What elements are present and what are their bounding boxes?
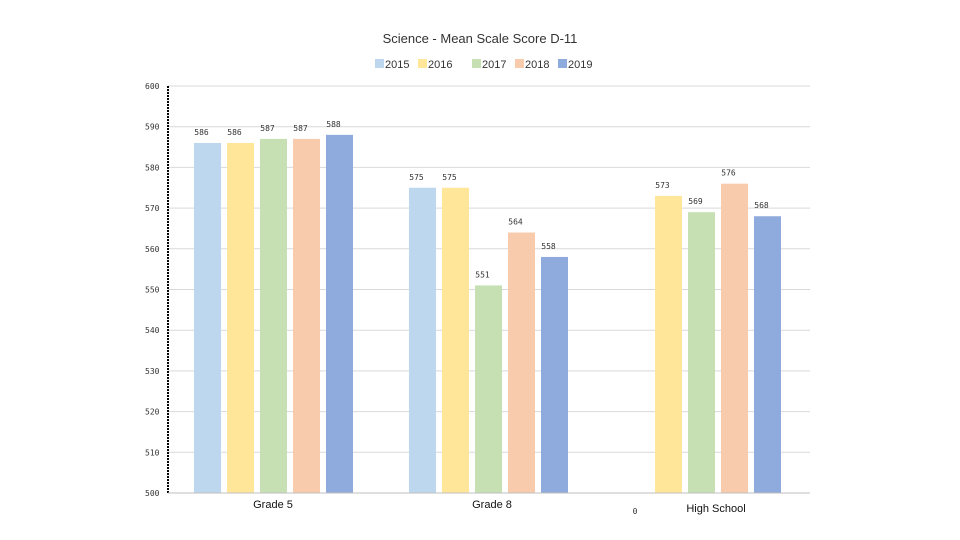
bar-grade-5-2015 <box>194 142 221 494</box>
y-axis: 500 510 520 530 540 550 560 570 580 590 600 <box>145 82 169 498</box>
legend-label-2016: 2016 <box>428 59 452 71</box>
bar-grade-5-2017 <box>260 138 287 493</box>
legend: 2015 2016 2017 2018 2019 <box>375 59 592 71</box>
y-tick-label-510: 510 <box>145 448 160 457</box>
bar-grade-5-2018 <box>293 138 320 493</box>
data-label-grade-8-2017: 551 <box>475 270 490 279</box>
y-tick-label-530: 530 <box>145 367 160 376</box>
data-label-grade-5-2016: 586 <box>227 128 242 137</box>
data-label-grade-8-2015: 575 <box>409 173 424 182</box>
bar-grade-8-2016 <box>442 187 469 493</box>
data-label-grade-8-2019: 558 <box>541 242 556 251</box>
bar-grade-8-2015 <box>409 187 436 493</box>
legend-swatch-2017 <box>472 59 481 68</box>
y-tick-label-520: 520 <box>145 408 160 417</box>
x-tick-label-grade-5: Grade 5 <box>253 499 293 511</box>
y-tick-label-600: 600 <box>145 82 160 91</box>
bar-high-school-2018 <box>721 183 748 493</box>
legend-label-2015: 2015 <box>385 59 409 71</box>
data-label-high-school-2018: 576 <box>721 169 736 178</box>
data-label-grade-5-2018: 587 <box>293 124 308 133</box>
annotations: 0 <box>633 507 638 516</box>
y-tick-label-540: 540 <box>145 326 160 335</box>
data-label-grade-5-2019: 588 <box>326 120 341 129</box>
y-tick-label-550: 550 <box>145 286 160 295</box>
y-tick-label-570: 570 <box>145 204 160 213</box>
y-tick-label-560: 560 <box>145 245 160 254</box>
data-label-grade-5-2017: 587 <box>260 124 275 133</box>
data-label-grade-8-2018: 564 <box>508 218 523 227</box>
data-label-high-school-2016: 573 <box>655 181 670 190</box>
x-tick-label-grade-8: Grade 8 <box>472 499 512 511</box>
legend-label-2019: 2019 <box>568 59 592 71</box>
bar-high-school-2016 <box>655 195 682 493</box>
y-tick-label-590: 590 <box>145 123 160 132</box>
data-label-high-school-2017: 569 <box>688 197 703 206</box>
legend-swatch-2019 <box>558 59 567 68</box>
legend-swatch-2015 <box>375 59 384 68</box>
bar-grade-5-2019 <box>326 134 353 493</box>
y-tick-label-580: 580 <box>145 163 160 172</box>
legend-label-2018: 2018 <box>525 59 549 71</box>
annotation-zero-label: 0 <box>633 507 638 516</box>
legend-label-2017: 2017 <box>482 59 506 71</box>
bars <box>194 134 781 494</box>
bar-grade-8-2018 <box>508 232 535 493</box>
legend-swatch-2016 <box>418 59 427 68</box>
legend-swatch-2018 <box>515 59 524 68</box>
bar-high-school-2017 <box>688 212 715 494</box>
data-labels: 586 575 586 575 573 587 551 569 587 564 576 588 558 5… <box>194 120 769 280</box>
bar-grade-5-2016 <box>227 142 254 494</box>
x-axis: Grade 5 Grade 8 High School <box>168 492 810 515</box>
data-label-grade-5-2015: 586 <box>194 128 209 137</box>
x-tick-label-high-school: High School <box>686 503 745 515</box>
bar-high-school-2019 <box>754 216 781 494</box>
data-label-grade-8-2016: 575 <box>442 173 457 182</box>
data-label-high-school-2019: 568 <box>754 201 769 210</box>
y-tick-label-500: 500 <box>145 489 160 498</box>
bar-grade-8-2017 <box>475 285 502 493</box>
chart-title: Science - Mean Scale Score D-11 <box>383 31 578 46</box>
bar-grade-8-2019 <box>541 256 568 493</box>
